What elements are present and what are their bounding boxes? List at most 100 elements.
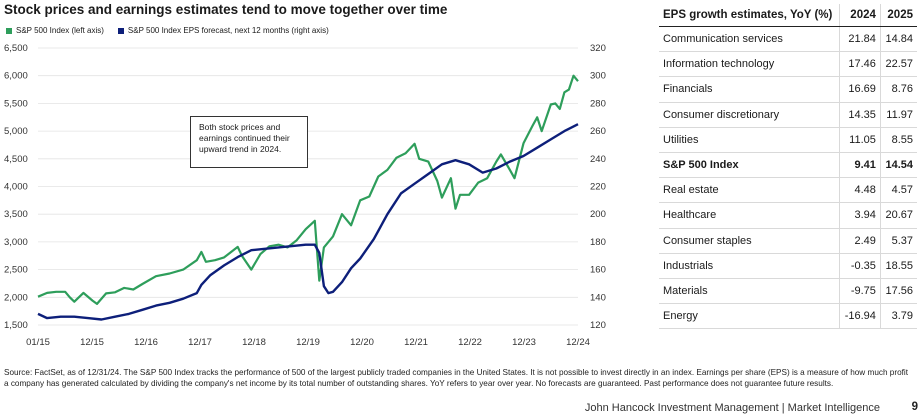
right-axis-tick-label: 220 [590, 182, 606, 193]
legend-item-sp500: S&P 500 Index (left axis) [6, 26, 104, 35]
x-axis-tick-label: 12/21 [404, 337, 428, 348]
left-axis-tick-label: 1,500 [4, 320, 28, 331]
table-header-2024: 2024 [839, 4, 881, 27]
left-axis-tick-label: 6,000 [4, 71, 28, 82]
table-row: Energy -16.94 3.79 [659, 303, 917, 330]
x-axis-tick-label: 12/24 [566, 337, 590, 348]
table-cell-2024: 3.94 [839, 202, 881, 229]
eps-growth-table: EPS growth estimates, YoY (%) 2024 2025 … [659, 4, 917, 330]
right-axis-tick-label: 300 [590, 71, 606, 82]
left-axis-tick-label: 5,500 [4, 98, 28, 109]
table-header-2025: 2025 [879, 4, 917, 27]
x-axis-tick-label: 12/23 [512, 337, 536, 348]
table-cell-2024: 21.84 [839, 26, 881, 53]
table-header-sector: EPS growth estimates, YoY (%) [659, 4, 840, 27]
table-cell-sector: Materials [659, 278, 840, 305]
right-axis-tick-label: 140 [590, 292, 606, 303]
gridlines [38, 47, 578, 326]
table-cell-sector: Real estate [659, 177, 840, 204]
table-cell-sector: Communication services [659, 26, 840, 53]
right-axis-tick-label: 260 [590, 126, 606, 137]
right-axis-tick-label: 120 [590, 320, 606, 331]
table-cell-sector: S&P 500 Index [659, 152, 840, 179]
table-cell-sector: Utilities [659, 127, 840, 153]
table-row: Materials -9.75 17.56 [659, 278, 917, 305]
table-cell-2025: 8.55 [879, 127, 917, 153]
table-body: Communication services 21.84 14.84 Informat… [659, 26, 917, 330]
table-cell-2024: -16.94 [839, 303, 881, 330]
table-cell-2025: 5.37 [879, 228, 917, 254]
table-cell-2025: 22.57 [879, 51, 917, 78]
right-axis-tick-label: 180 [590, 237, 606, 248]
table-cell-2025: 20.67 [879, 202, 917, 229]
right-axis-tick-label: 320 [590, 43, 606, 54]
left-axis-tick-label: 2,500 [4, 265, 28, 276]
table-cell-2024: 2.49 [839, 228, 881, 254]
legend-swatch-eps [117, 27, 124, 34]
table-cell-2025: 18.55 [879, 253, 917, 279]
legend-item-eps: S&P 500 Index EPS forecast, next 12 mont… [117, 26, 329, 35]
right-axis-tick-label: 280 [590, 98, 606, 109]
table-cell-sector: Consumer discretionary [659, 102, 840, 128]
left-axis-tick-label: 5,000 [4, 126, 28, 137]
right-axis-tick-label: 160 [590, 265, 606, 276]
table-cell-2025: 14.54 [879, 152, 917, 179]
table-row: Information technology 17.46 22.57 [659, 51, 917, 78]
table-cell-2024: -0.35 [839, 253, 881, 279]
source-note: Source: FactSet, as of 12/31/24. The S&P… [4, 368, 908, 388]
legend-label-sp500: S&P 500 Index (left axis) [16, 26, 104, 35]
table-cell-2024: 16.69 [839, 76, 881, 103]
table-cell-2025: 11.97 [879, 102, 917, 128]
table-cell-2024: 9.41 [839, 152, 881, 179]
left-axis-tick-label: 2,000 [4, 292, 28, 303]
table-cell-2025: 3.79 [879, 303, 917, 330]
x-axis-tick-label: 12/18 [242, 337, 266, 348]
chart-annotation: Both stock prices and earnings continued… [190, 116, 308, 168]
table-cell-2024: 4.48 [839, 177, 881, 204]
table-cell-sector: Financials [659, 76, 840, 103]
legend-label-eps: S&P 500 Index EPS forecast, next 12 mont… [127, 26, 329, 35]
series-line-eps [37, 123, 579, 321]
table-cell-2024: 17.46 [839, 51, 881, 78]
table-cell-sector: Energy [659, 303, 840, 330]
table-cell-2024: -9.75 [839, 278, 881, 305]
series-lines [37, 74, 579, 321]
table-cell-sector: Industrials [659, 253, 840, 279]
footer-brand: John Hancock Investment Management | Mar… [584, 402, 880, 414]
table-row: Healthcare 3.94 20.67 [659, 202, 917, 229]
x-axis-tick-label: 12/22 [458, 337, 482, 348]
table-row: Utilities 11.05 8.55 [659, 127, 917, 153]
table-row: Communication services 21.84 14.84 [659, 26, 917, 53]
legend: S&P 500 Index (left axis) S&P 500 Index … [6, 26, 329, 35]
table-cell-2025: 17.56 [879, 278, 917, 305]
table-header-row: EPS growth estimates, YoY (%) 2024 2025 [659, 4, 917, 27]
table-cell-2024: 14.35 [839, 102, 881, 128]
left-axis-tick-label: 4,500 [4, 154, 28, 165]
dual-axis-line-chart: 1,500 2,000 2,500 3,000 3,500 4,000 4,500 5,000… [4, 43, 606, 348]
x-axis-tick-label: 12/20 [350, 337, 374, 348]
left-axis-tick-label: 3,500 [4, 209, 28, 220]
x-axis-tick-label: 12/15 [80, 337, 104, 348]
table-cell-sector: Healthcare [659, 202, 840, 229]
table-cell-2025: 4.57 [879, 177, 917, 204]
left-axis-ticks: 1,500 2,000 2,500 3,000 3,500 4,000 4,500 5,000… [4, 43, 28, 331]
chart-title: Stock prices and earnings estimates tend… [4, 2, 448, 17]
left-axis-tick-label: 6,500 [4, 43, 28, 54]
legend-swatch-sp500 [6, 27, 12, 34]
x-axis-tick-label: 12/19 [296, 337, 320, 348]
table-row: Real estate 4.48 4.57 [659, 177, 917, 204]
table-row: Consumer discretionary 14.35 11.97 [659, 102, 917, 128]
left-axis-tick-label: 4,000 [4, 182, 28, 193]
table-cell-sector: Consumer staples [659, 228, 840, 254]
x-axis-tick-label: 12/17 [188, 337, 212, 348]
table-cell-sector: Information technology [659, 51, 840, 78]
x-axis-ticks: 01/15 12/15 12/16 12/17 12/18 12/19 12/20 12/21… [26, 337, 590, 348]
table-cell-2025: 8.76 [879, 76, 917, 103]
page-number: 9 [911, 401, 918, 413]
right-axis-tick-label: 200 [590, 209, 606, 220]
right-axis-ticks: 120 140 160 180 200 220 240 260 280 300 320 [590, 43, 606, 331]
right-axis-tick-label: 240 [590, 154, 606, 165]
x-axis-tick-label: 12/16 [134, 337, 158, 348]
table-cell-2025: 14.84 [879, 26, 917, 53]
table-cell-2024: 11.05 [839, 127, 881, 153]
